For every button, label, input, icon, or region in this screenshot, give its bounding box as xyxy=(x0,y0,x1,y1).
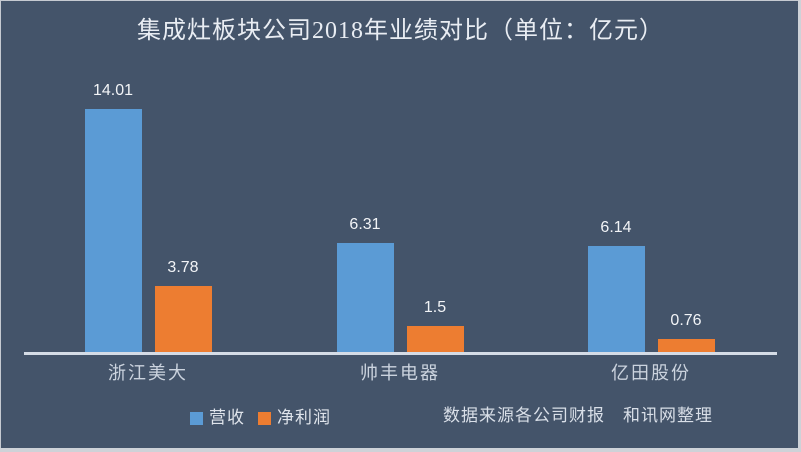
legend-swatch-revenue xyxy=(190,411,203,425)
legend-item-revenue: 营收 xyxy=(190,407,245,429)
category-label-2: 亿田股份 xyxy=(611,363,691,383)
legend-label-net-profit: 净利润 xyxy=(277,408,331,427)
value-label-net-profit-0: 3.78 xyxy=(167,259,199,277)
credit-text: 和讯网整理 xyxy=(623,406,713,425)
chart-title: 集成灶板块公司2018年业绩对比（单位：亿元） xyxy=(137,18,664,44)
source-note: 数据来源各公司财报 和讯网整理 xyxy=(443,404,713,428)
legend: 营收 净利润 xyxy=(190,407,331,429)
bar-net-profit-0 xyxy=(154,286,212,352)
value-label-revenue-1: 6.31 xyxy=(349,215,381,233)
bar-net-profit-1 xyxy=(406,325,464,352)
bar-revenue-2 xyxy=(587,245,645,352)
legend-label-revenue: 营收 xyxy=(209,408,245,427)
value-label-revenue-2: 6.14 xyxy=(600,218,632,236)
value-label-net-profit-2: 0.76 xyxy=(670,311,702,329)
legend-item-net-profit: 净利润 xyxy=(258,407,331,429)
category-label-1: 帅丰电器 xyxy=(360,363,440,383)
category-label-0: 浙江美大 xyxy=(108,363,188,383)
x-axis-line xyxy=(24,352,777,355)
value-label-revenue-0: 14.01 xyxy=(92,82,134,100)
bar-net-profit-2 xyxy=(657,338,715,352)
bar-revenue-0 xyxy=(84,109,142,352)
value-label-net-profit-1: 1.5 xyxy=(423,298,447,316)
source-text: 数据来源各公司财报 xyxy=(443,406,605,425)
legend-swatch-net-profit xyxy=(258,411,271,425)
bar-revenue-1 xyxy=(336,242,394,352)
